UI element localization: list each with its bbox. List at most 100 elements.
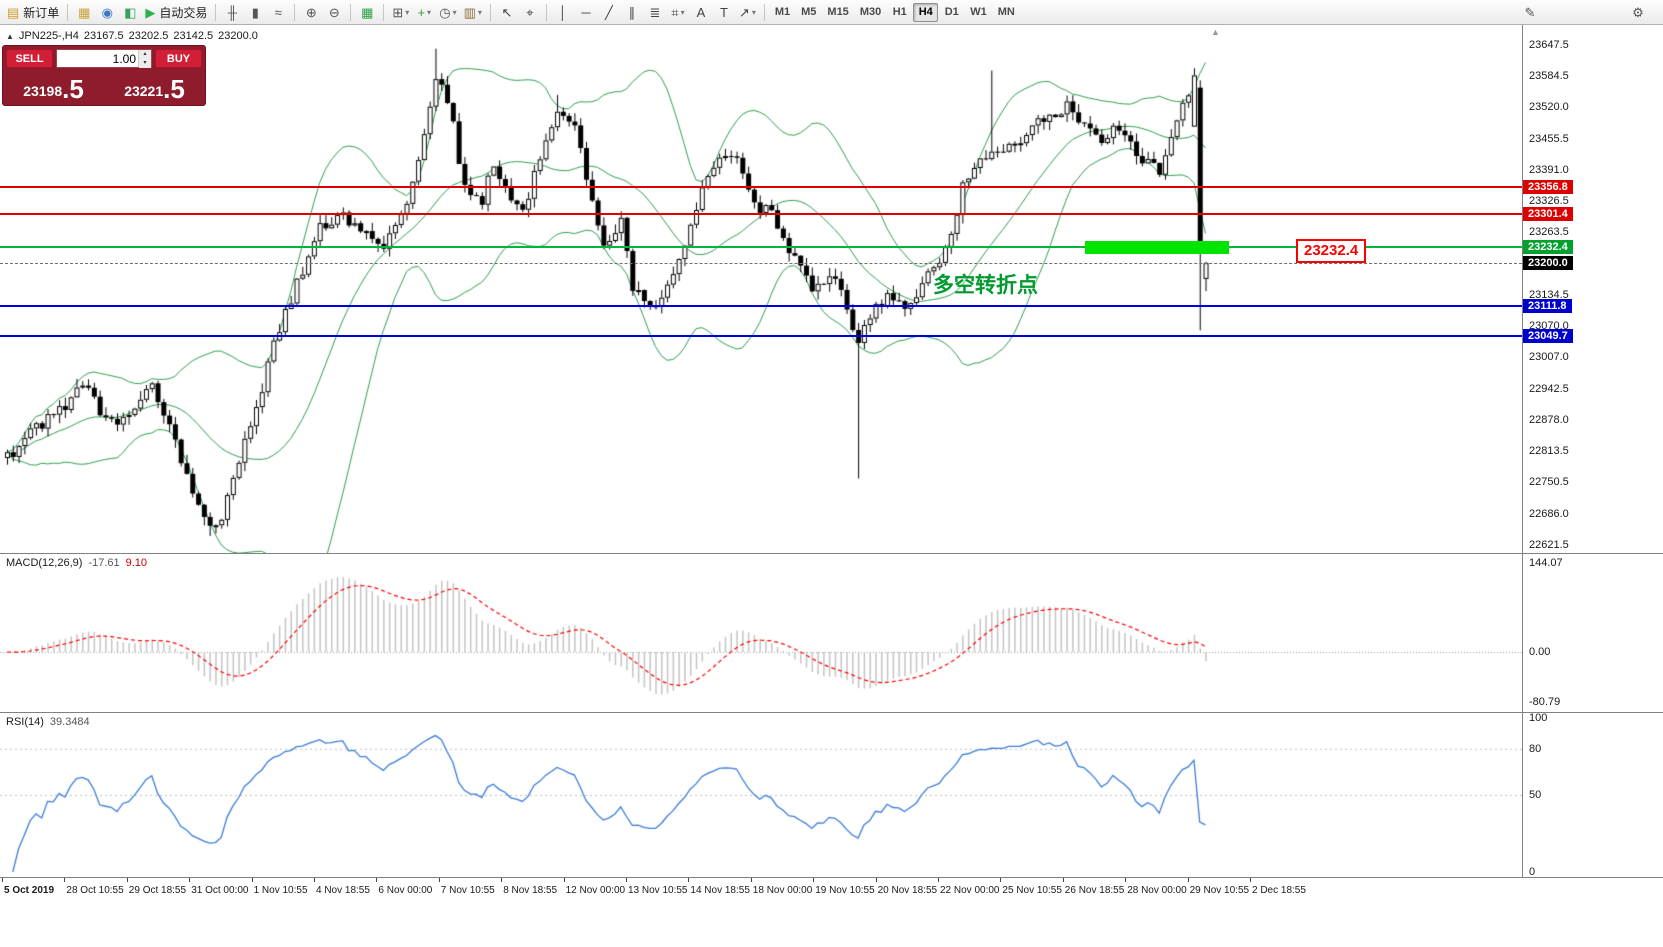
text-icon: A bbox=[696, 4, 706, 20]
volume-up-button[interactable]: ▴ bbox=[139, 50, 151, 59]
channel-icon: ∥ bbox=[628, 4, 636, 20]
current-price-line[interactable] bbox=[0, 263, 1522, 265]
charts-button[interactable]: ▦ bbox=[73, 2, 95, 23]
highlight-rectangle[interactable] bbox=[1085, 241, 1229, 255]
timeframe-mn-button[interactable]: MN bbox=[997, 6, 1015, 18]
time-axis-tick bbox=[1062, 878, 1064, 882]
line-chart-mode-button[interactable]: ≈ bbox=[267, 2, 289, 23]
buy-price[interactable]: 23221 .5 bbox=[104, 69, 205, 105]
volume-down-button[interactable]: ▾ bbox=[139, 59, 151, 68]
macd-scale-label: 0.00 bbox=[1529, 646, 1551, 658]
price-scale-label: 23584.5 bbox=[1529, 69, 1569, 82]
price-scale-label: 22750.5 bbox=[1529, 476, 1569, 489]
shapes-button[interactable]: ⌗ ▾ bbox=[667, 2, 689, 23]
zoom-out-icon: ⊖ bbox=[328, 4, 340, 20]
timeframe-w1-button[interactable]: W1 bbox=[970, 6, 987, 18]
vertical-line-button[interactable]: │ bbox=[552, 2, 574, 23]
trendline-button[interactable]: ╱ bbox=[598, 2, 620, 23]
buy-price-main: 23221 bbox=[124, 83, 164, 99]
annotation-text[interactable]: 多空转折点 bbox=[933, 274, 1038, 297]
horizontal-line-button[interactable]: ─ bbox=[575, 2, 597, 23]
price-scale[interactable]: 23647.5 23584.5 23520.0 23455.5 23391.0 23326… bbox=[1523, 0, 1663, 947]
settings-button[interactable]: ⚙ bbox=[1627, 2, 1649, 23]
rsi-scale-label: 0 bbox=[1529, 866, 1536, 878]
chart-shift-marker-icon[interactable]: ▲ bbox=[1211, 27, 1220, 37]
resistance-line-2[interactable] bbox=[0, 212, 1522, 215]
zoom-in-button[interactable]: ⊕ bbox=[300, 2, 322, 23]
time-axis[interactable]: 5 Oct 2019 28 Oct 10:55 29 Oct 18:55 31 Oct… bbox=[0, 877, 1663, 901]
resistance-price-tag-2: 23301.4 bbox=[1523, 206, 1573, 221]
trendline-icon: ╱ bbox=[605, 4, 613, 20]
profiles-button[interactable]: ◉ bbox=[96, 2, 118, 23]
price-callout[interactable]: 23232.4 bbox=[1296, 239, 1367, 263]
new-chart-icon: ⊞ bbox=[392, 4, 404, 20]
rsi-panel-divider[interactable] bbox=[0, 712, 1663, 713]
time-axis-tick bbox=[314, 878, 315, 882]
rsi-scale-label: 50 bbox=[1529, 789, 1542, 801]
sell-price[interactable]: 23198 .5 bbox=[3, 69, 104, 105]
sell-button[interactable]: SELL bbox=[6, 49, 53, 68]
price-scale-label: 23520.0 bbox=[1529, 101, 1569, 114]
profiles-icon: ◉ bbox=[101, 4, 113, 20]
price-scale-label: 23263.5 bbox=[1529, 226, 1569, 239]
cursor-button[interactable]: ↖ bbox=[496, 2, 518, 23]
zoom-out-button[interactable]: ⊖ bbox=[323, 2, 345, 23]
toolbar-separator bbox=[383, 3, 385, 21]
price-scale-label: 23647.5 bbox=[1529, 39, 1569, 51]
edit-button[interactable]: ✎ bbox=[1519, 2, 1541, 23]
market-watch-button[interactable]: ◧ bbox=[119, 2, 141, 23]
dropdown-arrow-icon: ▾ bbox=[751, 7, 756, 17]
time-axis-label: 20 Nov 18:55 bbox=[877, 885, 938, 896]
new-chart-button[interactable]: ⊞ ▾ bbox=[389, 2, 412, 23]
periods-button[interactable]: ◷ ▾ bbox=[436, 2, 459, 23]
bar-chart-mode-button[interactable]: ╫ bbox=[221, 2, 243, 23]
fibonacci-button[interactable]: ≣ bbox=[644, 2, 666, 23]
market-watch-icon: ◧ bbox=[124, 4, 137, 20]
timeframe-h1-button[interactable]: H1 bbox=[892, 6, 907, 18]
time-axis-label: 18 Nov 00:00 bbox=[752, 885, 813, 896]
main-chart-canvas[interactable] bbox=[0, 25, 1522, 553]
pivot-line[interactable] bbox=[0, 246, 1522, 249]
time-axis-label: 2 Dec 18:55 bbox=[1252, 885, 1306, 896]
arrows-button[interactable]: ↗ ▾ bbox=[736, 2, 759, 23]
buy-button[interactable]: BUY bbox=[155, 49, 202, 68]
new-order-button[interactable]: ▤ 新订单 bbox=[4, 2, 62, 23]
timeframe-m15-button[interactable]: M15 bbox=[827, 6, 849, 18]
time-axis-tick bbox=[251, 878, 253, 882]
text-button[interactable]: A bbox=[690, 2, 712, 23]
trade-panel-prices: 23198 .5 23221 .5 bbox=[3, 69, 205, 105]
timeframe-m1-button[interactable]: M1 bbox=[774, 6, 791, 18]
timeframe-m30-button[interactable]: M30 bbox=[859, 6, 882, 18]
macd-panel-divider[interactable] bbox=[0, 553, 1663, 554]
resistance-line-1[interactable] bbox=[0, 185, 1522, 188]
chart-objects-overlay bbox=[0, 185, 1522, 338]
macd-panel-canvas[interactable] bbox=[0, 553, 1522, 712]
volume-input[interactable] bbox=[57, 50, 138, 67]
text-label-button[interactable]: T bbox=[713, 2, 735, 23]
support-line-1[interactable] bbox=[0, 305, 1522, 308]
dropdown-arrow-icon: ▾ bbox=[477, 7, 482, 17]
templates-button[interactable]: ▥ ▾ bbox=[461, 2, 485, 23]
timeframe-m5-button[interactable]: M5 bbox=[801, 6, 817, 18]
autotrading-button[interactable]: ▶ 自动交易 bbox=[142, 2, 210, 23]
buy-price-pips: .5 bbox=[163, 74, 185, 104]
tile-windows-button[interactable]: ▦ bbox=[356, 2, 378, 23]
rsi-panel-canvas[interactable] bbox=[0, 712, 1522, 877]
price-scale-label: 22942.5 bbox=[1529, 382, 1569, 395]
pencil-icon: ✎ bbox=[1524, 4, 1536, 20]
trade-panel-top-row: SELL ▴ ▾ BUY bbox=[6, 49, 202, 68]
collapse-arrow-icon[interactable]: ▲ bbox=[6, 31, 14, 41]
indicators-button[interactable]: + ▾ bbox=[413, 2, 435, 23]
time-axis-tick bbox=[2, 878, 3, 882]
timeframe-h4-button[interactable]: H4 bbox=[913, 2, 939, 22]
candlestick-mode-button[interactable]: ▮ bbox=[244, 2, 266, 23]
crosshair-button[interactable]: ⌖ bbox=[519, 2, 541, 23]
time-axis-tick bbox=[1187, 878, 1189, 882]
current-price-tag: 23200.0 bbox=[1523, 256, 1573, 271]
equidistant-channel-button[interactable]: ∥ bbox=[621, 2, 643, 23]
price-scale-label: 23134.5 bbox=[1529, 289, 1569, 301]
timeframe-d1-button[interactable]: D1 bbox=[944, 6, 959, 18]
time-axis-label: 29 Nov 10:55 bbox=[1189, 885, 1250, 896]
ohlc-readout: ▲ JPN225-,H4 23167.5 23202.5 23142.5 232… bbox=[6, 30, 258, 42]
support-line-2[interactable] bbox=[0, 335, 1522, 338]
